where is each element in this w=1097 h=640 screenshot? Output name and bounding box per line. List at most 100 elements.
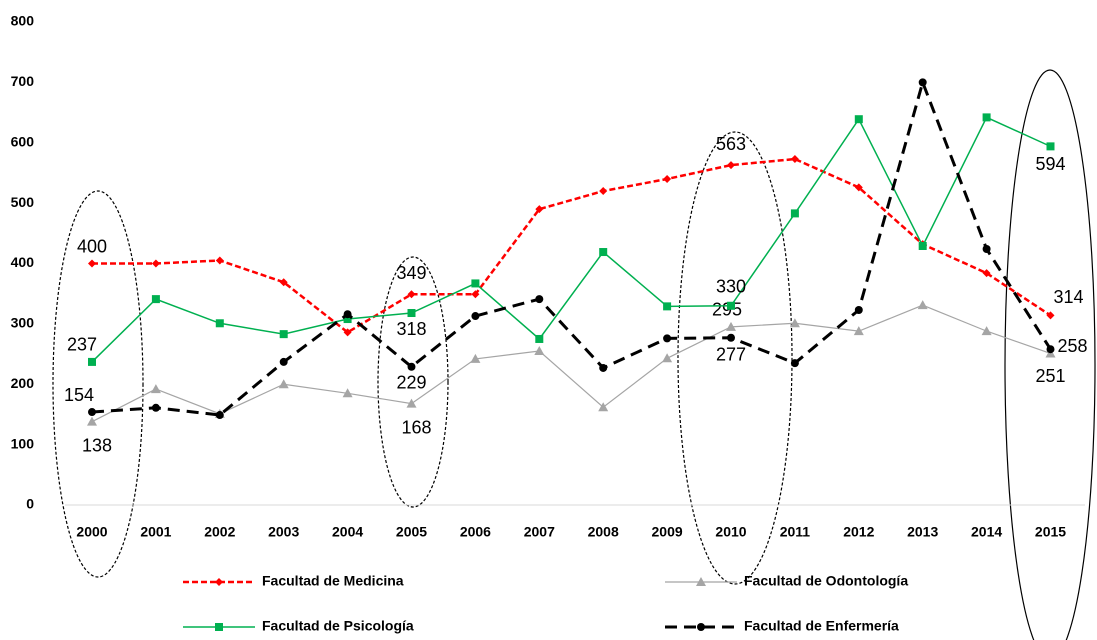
series-line — [91, 304, 1051, 423]
data-label: 258 — [1057, 336, 1087, 356]
highlight-ellipse — [1004, 69, 1096, 640]
point — [407, 362, 416, 371]
x-tick-label: 2010 — [715, 524, 746, 540]
point — [407, 309, 416, 318]
point — [982, 269, 991, 278]
point — [535, 295, 544, 304]
data-label: 314 — [1053, 287, 1083, 307]
data-label: 318 — [396, 319, 426, 339]
point — [343, 315, 352, 324]
point — [727, 301, 735, 310]
legend-marker — [696, 577, 706, 586]
y-tick-label: 300 — [11, 315, 35, 331]
point — [854, 183, 863, 192]
point — [471, 290, 480, 299]
point — [215, 411, 224, 420]
point — [982, 113, 991, 122]
point — [343, 310, 352, 319]
data-label: 168 — [401, 417, 431, 437]
point — [534, 346, 545, 356]
point — [150, 384, 161, 394]
x-tick-label: 2000 — [76, 524, 107, 540]
data-label: 229 — [396, 372, 426, 392]
point — [853, 326, 864, 336]
x-tick-label: 2001 — [140, 524, 171, 540]
point — [407, 290, 416, 299]
y-tick-label: 400 — [11, 254, 35, 270]
point — [981, 326, 992, 336]
point — [982, 245, 991, 254]
legend-marker — [215, 623, 223, 631]
point — [1046, 142, 1055, 151]
x-tick-label: 2004 — [332, 524, 363, 540]
point — [663, 174, 672, 183]
point — [470, 353, 481, 363]
y-tick-label: 200 — [11, 375, 35, 391]
point — [342, 388, 353, 398]
legend-marker — [697, 623, 705, 631]
x-tick-label: 2011 — [780, 524, 811, 540]
legend-label: Facultad de Enfermería — [744, 618, 899, 634]
x-tick-label: 2006 — [460, 524, 491, 540]
x-tick-label: 2013 — [907, 524, 938, 540]
point — [918, 78, 927, 87]
x-tick-label: 2002 — [204, 524, 235, 540]
y-tick-label: 800 — [11, 13, 35, 29]
y-tick-label: 500 — [11, 194, 35, 210]
point — [406, 398, 417, 408]
point — [471, 279, 480, 288]
highlight-ellipse — [377, 256, 449, 508]
x-tick-label: 2008 — [588, 524, 619, 540]
series-line — [91, 116, 1051, 363]
point — [151, 295, 160, 304]
point — [1046, 311, 1055, 320]
x-tick-label: 2014 — [971, 524, 1002, 540]
x-tick-label: 2007 — [524, 524, 555, 540]
point — [279, 357, 288, 366]
data-label: 277 — [716, 345, 746, 365]
point — [471, 312, 480, 321]
highlight-ellipse — [52, 190, 144, 578]
data-label: 138 — [82, 435, 112, 455]
point — [215, 256, 224, 265]
point — [662, 353, 673, 363]
point — [535, 205, 544, 214]
data-label: 154 — [64, 385, 94, 405]
x-tick-label: 2012 — [843, 524, 874, 540]
x-tick-label: 2003 — [268, 524, 299, 540]
y-tick-label: 0 — [26, 496, 34, 512]
point — [854, 115, 863, 124]
x-tick-label: 2015 — [1035, 524, 1066, 540]
point — [790, 209, 799, 218]
legend-marker — [215, 578, 223, 586]
point — [151, 403, 160, 412]
point — [663, 302, 672, 311]
point — [790, 359, 799, 368]
legend-label: Facultad de Odontología — [744, 573, 908, 589]
point — [727, 333, 735, 342]
point — [151, 259, 160, 268]
x-tick-label: 2005 — [396, 524, 427, 540]
legend-label: Facultad de Medicina — [262, 573, 404, 589]
y-tick-label: 600 — [11, 133, 35, 149]
point — [790, 155, 799, 164]
point — [278, 379, 289, 389]
series-line — [92, 157, 1052, 334]
point — [88, 357, 96, 366]
point — [279, 330, 288, 339]
point — [215, 319, 224, 328]
point — [87, 416, 97, 426]
y-tick-label: 700 — [11, 73, 35, 89]
point — [599, 248, 608, 257]
point — [726, 321, 736, 331]
point — [918, 241, 927, 250]
data-label: 237 — [67, 335, 97, 355]
point — [343, 328, 352, 337]
data-label: 563 — [716, 134, 746, 154]
point — [279, 278, 288, 287]
point — [88, 259, 96, 268]
point — [535, 334, 544, 343]
point — [663, 334, 672, 343]
